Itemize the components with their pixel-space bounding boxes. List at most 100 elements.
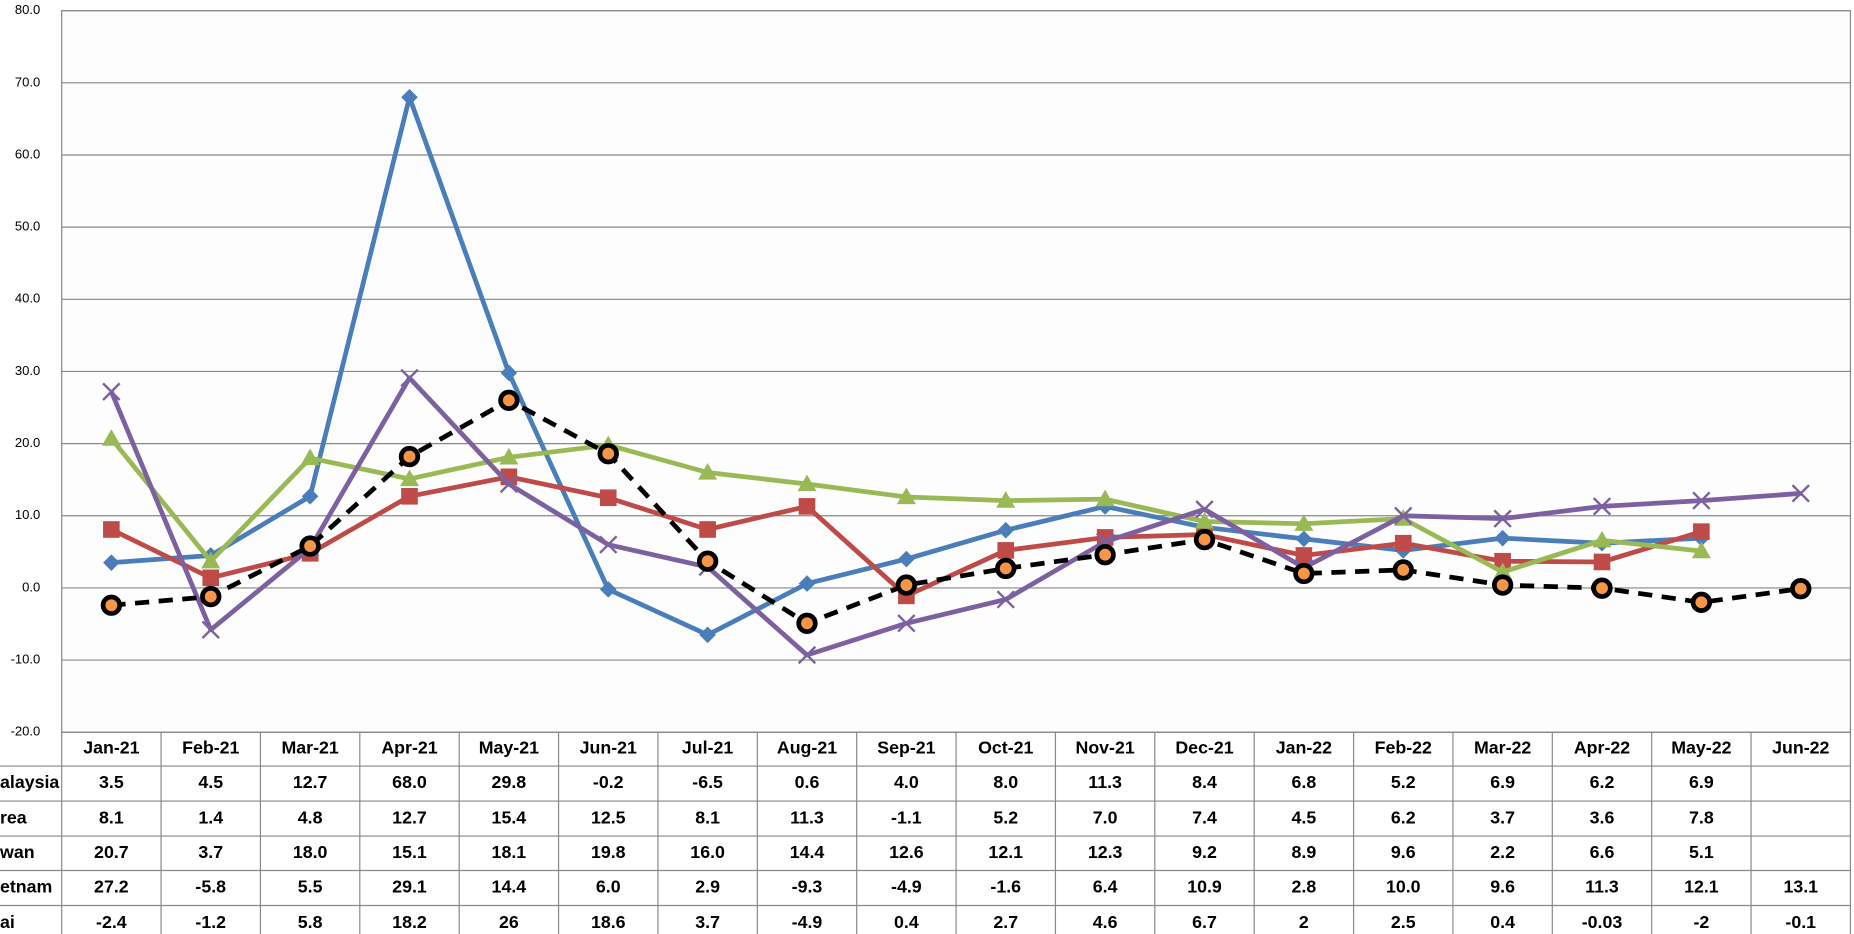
table-value: 4.5 xyxy=(198,772,223,792)
table-value: 11.3 xyxy=(790,808,824,828)
table-value: 2.9 xyxy=(695,876,720,896)
x-tick-label: Jul-21 xyxy=(682,738,733,758)
y-tick-label: 60.0 xyxy=(15,146,40,161)
marker xyxy=(1295,530,1313,548)
marker xyxy=(1295,547,1313,564)
table-value: 12.5 xyxy=(591,808,626,828)
marker xyxy=(1195,500,1214,519)
table-value: 0.6 xyxy=(795,772,820,792)
table-value: 3.7 xyxy=(198,842,223,862)
marker xyxy=(1094,544,1116,566)
table-value: 0.4 xyxy=(894,912,919,932)
marker xyxy=(103,554,120,571)
table-value: 5.2 xyxy=(993,808,1018,828)
table-value: 12.1 xyxy=(988,842,1023,862)
table-value: 12.7 xyxy=(293,772,328,792)
table-value: 1.4 xyxy=(198,808,223,828)
table-value: 5.5 xyxy=(298,876,323,896)
table-value: 29.1 xyxy=(392,876,427,896)
table-value: -1.6 xyxy=(990,876,1021,896)
marker xyxy=(401,88,418,106)
y-tick-label: 50.0 xyxy=(15,219,40,234)
table-value: 9.6 xyxy=(1490,876,1515,896)
table-value: 11.3 xyxy=(1088,772,1122,792)
marker xyxy=(1095,489,1115,507)
table-value: 12.1 xyxy=(1684,876,1719,896)
table-value: 2.5 xyxy=(1391,912,1416,932)
marker xyxy=(1193,528,1216,551)
table-value: 16.0 xyxy=(690,842,725,862)
table-value: 0.4 xyxy=(1490,912,1515,932)
marker xyxy=(103,521,120,538)
table-value: 8.1 xyxy=(99,808,124,828)
table-value: 5.2 xyxy=(1391,772,1416,792)
table-value: 9.2 xyxy=(1192,842,1217,862)
table-value: 4.6 xyxy=(1093,912,1118,932)
row-label: wan xyxy=(0,842,35,862)
table-value: 4.0 xyxy=(894,772,919,792)
marker xyxy=(599,535,618,554)
row-label: etnam xyxy=(0,876,52,896)
x-tick-label: Jan-21 xyxy=(83,738,139,758)
table-value: 10.9 xyxy=(1187,876,1222,896)
table-value: -0.2 xyxy=(593,772,624,792)
table-value: -2.4 xyxy=(96,912,127,932)
table-value: 6.2 xyxy=(1391,808,1416,828)
table-value: -6.5 xyxy=(692,772,723,792)
table-value: 3.7 xyxy=(1490,808,1515,828)
x-tick-label: Jan-22 xyxy=(1276,738,1332,758)
table-value: 12.7 xyxy=(392,808,427,828)
marker xyxy=(897,614,916,633)
y-tick-label: 80.0 xyxy=(15,2,40,17)
marker xyxy=(1294,514,1314,531)
y-tick-label: 40.0 xyxy=(15,291,40,306)
marker xyxy=(996,491,1016,508)
marker xyxy=(1195,512,1214,529)
table-value: 8.1 xyxy=(695,808,720,828)
table-value: 15.4 xyxy=(492,808,527,828)
row-label: alaysia xyxy=(0,772,59,792)
marker xyxy=(997,542,1015,559)
marker xyxy=(796,612,818,634)
marker xyxy=(101,429,121,446)
marker xyxy=(1394,534,1412,552)
x-tick-label: Mar-22 xyxy=(1474,738,1531,758)
table-value: 7.0 xyxy=(1093,808,1118,828)
table-value: 4.8 xyxy=(298,808,323,828)
marker xyxy=(798,498,816,515)
y-tick-label: -20.0 xyxy=(11,724,41,739)
table-value: 6.9 xyxy=(1689,772,1714,792)
marker xyxy=(100,594,123,616)
y-tick-label: -10.0 xyxy=(11,652,41,667)
x-tick-label: Dec-21 xyxy=(1175,738,1233,758)
table-value: 10.0 xyxy=(1386,876,1421,896)
table-value: 26 xyxy=(499,912,519,932)
table-value: 12.3 xyxy=(1088,842,1123,862)
marker xyxy=(200,585,222,608)
marker xyxy=(898,550,915,568)
marker xyxy=(996,590,1015,609)
marker xyxy=(1791,484,1810,503)
table-value: 7.8 xyxy=(1689,808,1714,828)
marker xyxy=(599,581,617,598)
table-value: 3.5 xyxy=(99,772,124,792)
x-tick-label: Jun-21 xyxy=(580,738,637,758)
table-value: 12.6 xyxy=(889,842,924,862)
marker xyxy=(499,474,519,494)
table-value: 5.8 xyxy=(298,912,323,932)
table-value: 9.6 xyxy=(1391,842,1416,862)
row-label: ai xyxy=(0,912,15,932)
table-value: 5.1 xyxy=(1689,842,1714,862)
x-tick-label: Apr-21 xyxy=(381,738,437,758)
marker xyxy=(1692,491,1711,510)
table-value: 18.0 xyxy=(293,842,328,862)
marker xyxy=(301,487,319,505)
table-value: 11.3 xyxy=(1585,876,1619,896)
marker xyxy=(797,645,817,665)
table-value: 14.4 xyxy=(492,876,527,896)
marker xyxy=(1592,497,1612,516)
marker xyxy=(1491,574,1514,596)
table-value: 27.2 xyxy=(94,876,129,896)
marker xyxy=(1293,562,1315,585)
